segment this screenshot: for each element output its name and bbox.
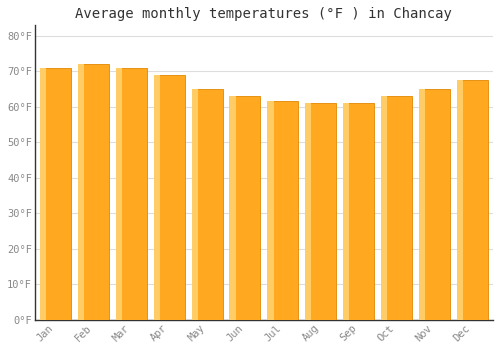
Bar — [116, 68, 122, 320]
Bar — [268, 101, 274, 320]
Bar — [40, 68, 71, 320]
Bar — [456, 80, 488, 320]
Bar — [456, 80, 463, 320]
Bar — [419, 89, 425, 320]
Bar — [192, 89, 198, 320]
Bar — [305, 103, 312, 320]
Bar — [305, 103, 336, 320]
Title: Average monthly temperatures (°F ) in Chancay: Average monthly temperatures (°F ) in Ch… — [76, 7, 452, 21]
Bar — [154, 75, 184, 320]
Bar — [78, 64, 109, 320]
Bar — [40, 68, 46, 320]
Bar — [116, 68, 147, 320]
Bar — [343, 103, 374, 320]
Bar — [78, 64, 84, 320]
Bar — [192, 89, 222, 320]
Bar — [343, 103, 349, 320]
Bar — [230, 96, 260, 320]
Bar — [381, 96, 412, 320]
Bar — [154, 75, 160, 320]
Bar — [381, 96, 387, 320]
Bar — [230, 96, 235, 320]
Bar — [419, 89, 450, 320]
Bar — [268, 101, 298, 320]
